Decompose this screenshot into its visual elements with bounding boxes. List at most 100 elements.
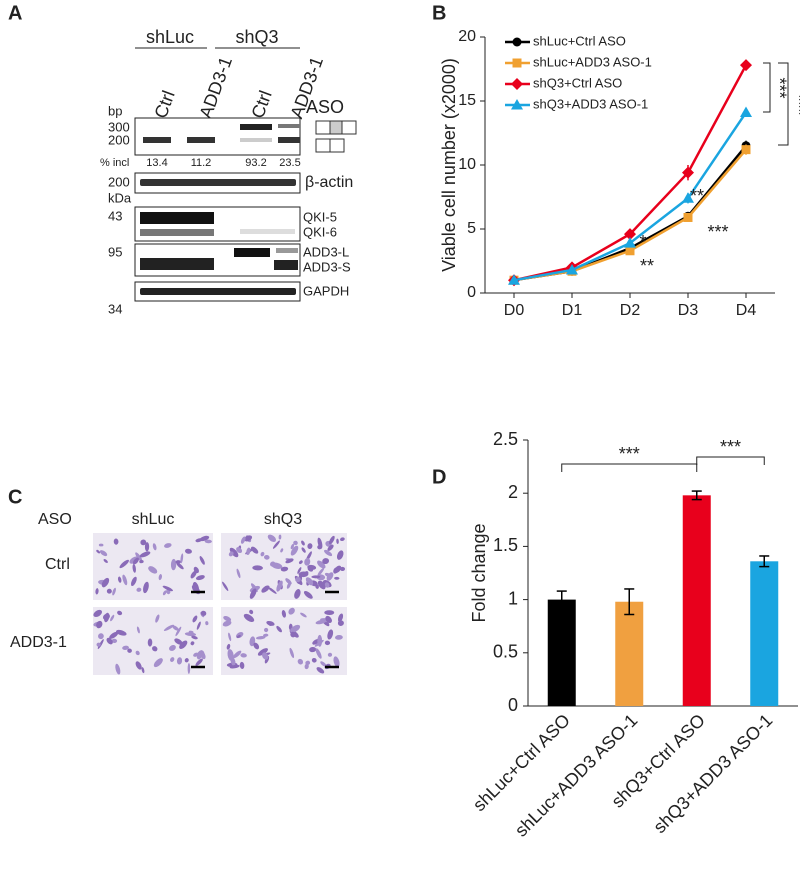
cell [311,575,321,579]
column-label: shQ3 [264,511,302,528]
cell [135,650,140,656]
cell [184,658,189,663]
cell [102,613,110,620]
band [240,138,272,142]
cell [301,547,306,553]
y-axis-label: Fold change [469,523,489,622]
cell [196,621,201,630]
cell [131,576,137,587]
cell [132,563,136,573]
cell [307,543,313,550]
cell [307,564,317,570]
cell [193,566,199,574]
y-tick-label: 2 [508,482,518,502]
y-tick-label: 0 [467,284,476,301]
cell [95,588,99,595]
cell [317,544,323,550]
cell [297,567,302,574]
cell [236,547,243,554]
cell [96,620,103,629]
cell [299,560,303,565]
cell [270,561,276,567]
cell [290,631,296,638]
cell [262,652,269,660]
cell [324,640,331,646]
cell [185,548,192,554]
cell [281,610,287,618]
band [140,212,214,224]
image-panel: ASO shLuc shQ3 Ctrl ADD3-1 [10,511,347,675]
cell [152,646,158,652]
cell [317,580,326,590]
cell [195,658,203,666]
cell [228,551,234,557]
cell [162,585,174,592]
cell [327,652,333,657]
incl-value: 93.2 [245,157,266,169]
x-tick-label: D2 [620,302,641,319]
cell [222,581,229,591]
row-label: Ctrl [45,556,70,573]
cell [227,649,234,661]
cell [320,661,327,667]
blot-label: ADD3-L [303,244,349,259]
cell [113,538,119,545]
cell [196,650,203,660]
series-line [513,148,747,282]
cell [315,584,319,589]
cell [132,557,139,565]
band [143,137,171,143]
marker [740,106,752,118]
cell [295,576,301,583]
cell [252,565,263,571]
cell [272,540,280,549]
cell [239,661,245,670]
y-tick-label: 0.5 [493,642,518,662]
band [187,137,215,143]
cell [243,613,255,623]
cell [236,568,241,579]
cell [325,615,332,623]
cell [304,663,309,670]
cell [324,582,330,588]
cell [110,614,115,622]
bracket [561,463,698,472]
legend-marker [512,58,522,68]
cell [333,656,340,668]
cell [179,640,188,649]
cell [297,658,304,665]
cell [316,667,325,674]
blot-label: QKI-5 [303,209,337,224]
cell [261,585,270,593]
cell [117,610,123,616]
cell [327,544,334,551]
cell [176,562,184,570]
cell [339,566,346,571]
cell [293,540,298,546]
cell [327,629,334,640]
gel [134,117,301,156]
cell [289,647,295,659]
bracket [778,62,789,146]
cell [290,624,301,633]
significance: *** [788,94,800,115]
cell [180,553,184,564]
cell [184,632,197,637]
cell [329,535,335,545]
cell [97,639,104,650]
cell [163,624,175,631]
cell [96,549,101,554]
cell [304,571,309,576]
legend-label: shLuc+ADD3 ASO-1 [533,54,652,69]
cell [106,637,113,645]
cell [228,632,232,642]
cell [333,567,339,574]
x-tick-label: D3 [678,302,699,319]
legend-label: shQ3+ADD3 ASO-1 [533,96,648,111]
cell [190,641,195,646]
significance: ** [640,256,654,276]
cell [98,543,104,547]
cell [336,550,344,560]
marker [624,228,636,241]
marker [683,212,693,222]
